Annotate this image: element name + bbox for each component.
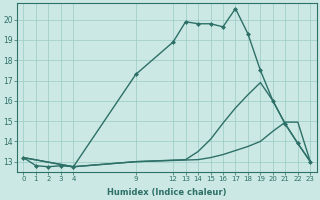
- X-axis label: Humidex (Indice chaleur): Humidex (Indice chaleur): [107, 188, 227, 197]
